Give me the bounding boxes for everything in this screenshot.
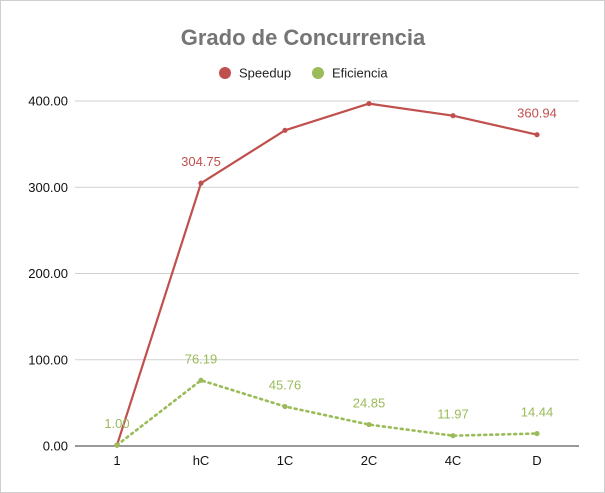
y-tick-label: 0.00 <box>43 439 68 454</box>
y-tick-label: 100.00 <box>28 352 68 367</box>
chart-legend: Speedup Eficiencia <box>219 66 388 81</box>
series-line-eficiencia <box>115 378 539 447</box>
data-labels: 304.75 360.94 1.00 76.19 45.76 24.85 11.97 14.4… <box>104 106 557 431</box>
data-point-eficiencia <box>366 421 372 428</box>
x-axis: 1 hC 1C 2C 4C D <box>113 453 541 468</box>
data-point-eficiencia <box>534 430 540 437</box>
data-point-eficiencia <box>114 442 120 448</box>
x-tick-label: 2C <box>361 453 378 468</box>
y-tick-label: 400.00 <box>28 94 68 109</box>
data-point-speedup <box>450 113 456 119</box>
y-tick-label: 200.00 <box>28 266 68 281</box>
data-point-speedup <box>198 180 204 186</box>
chart-title: Grado de Concurrencia <box>181 25 426 50</box>
series-layer <box>114 100 540 448</box>
data-label-eficiencia: 14.44 <box>521 405 554 420</box>
data-point-eficiencia <box>450 433 456 439</box>
data-point-speedup <box>366 100 372 107</box>
data-label-eficiencia: 1.00 <box>104 416 129 431</box>
data-label-speedup: 304.75 <box>181 154 221 169</box>
legend-marker-speedup <box>219 67 231 79</box>
data-point-eficiencia <box>282 403 288 410</box>
legend-label-speedup: Speedup <box>239 66 291 81</box>
x-tick-label: 1C <box>277 453 294 468</box>
data-point-speedup <box>534 132 540 138</box>
data-label-eficiencia: 24.85 <box>353 396 386 411</box>
x-tick-label: 4C <box>445 453 462 468</box>
data-label-eficiencia: 76.19 <box>185 351 218 366</box>
x-tick-label: D <box>532 453 541 468</box>
grid-lines <box>75 100 579 447</box>
y-tick-label: 300.00 <box>28 180 68 195</box>
y-axis: 0.00 100.00 200.00 300.00 400.00 <box>28 94 68 454</box>
data-label-speedup: 360.94 <box>517 106 557 121</box>
legend-label-eficiencia: Eficiencia <box>332 66 388 81</box>
legend-marker-eficiencia <box>312 67 324 79</box>
series-line-speedup <box>115 102 538 446</box>
x-tick-label: 1 <box>113 453 120 468</box>
data-point-eficiencia <box>198 377 204 383</box>
data-point-speedup <box>282 127 288 133</box>
data-label-eficiencia: 45.76 <box>269 378 302 393</box>
x-tick-label: hC <box>193 453 210 468</box>
data-label-eficiencia: 11.97 <box>437 407 469 422</box>
